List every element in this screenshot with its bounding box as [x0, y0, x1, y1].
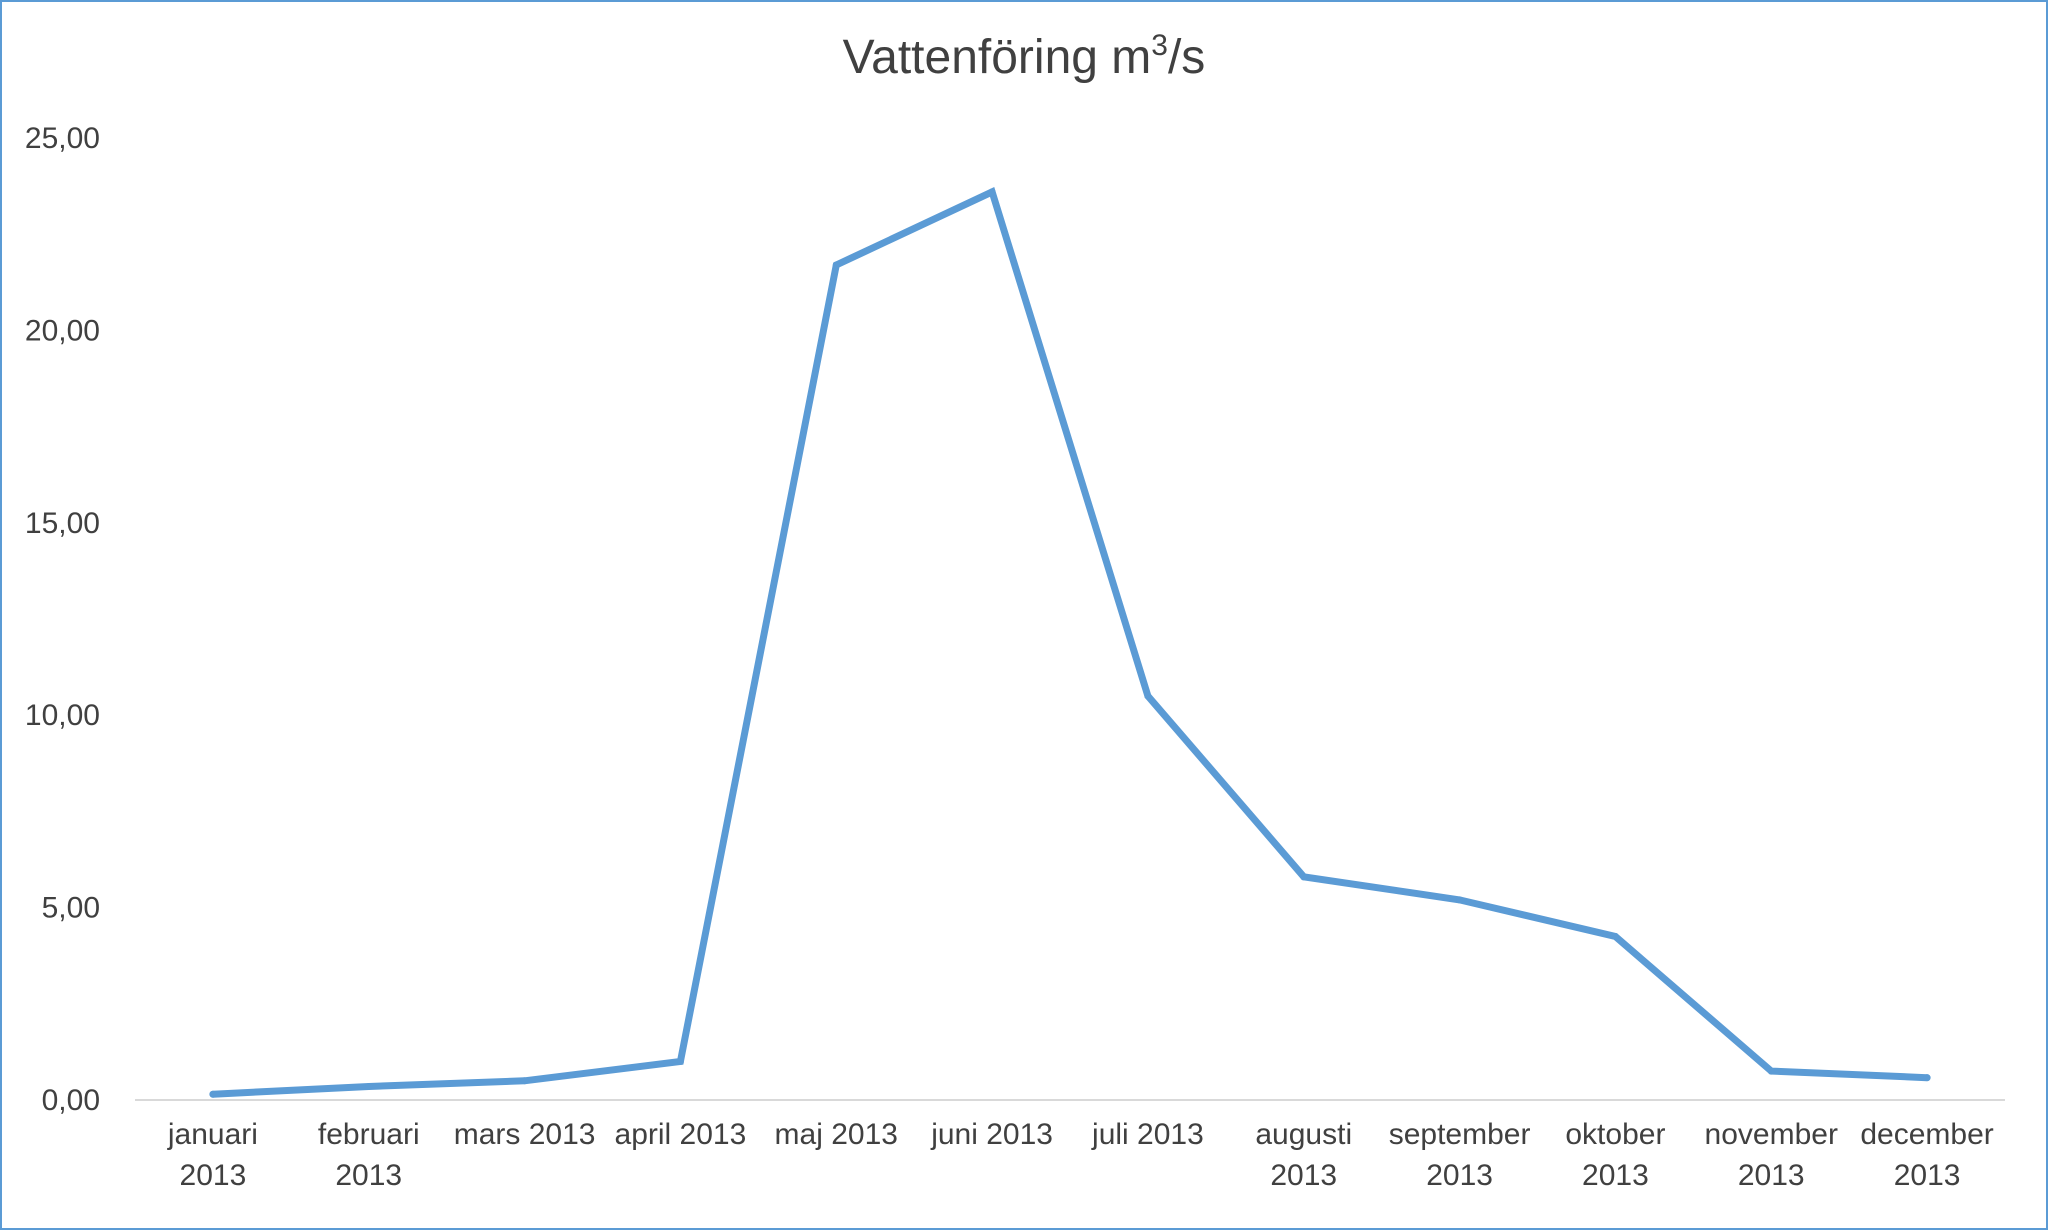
data-point [209, 1090, 217, 1098]
data-point [1144, 692, 1152, 700]
x-tick-label: december 2013 [1860, 1118, 1993, 1192]
data-point [1611, 932, 1619, 940]
x-tick-label: juni 2013 [930, 1118, 1053, 1151]
x-tick-label: maj 2013 [775, 1118, 898, 1151]
series-line [209, 187, 1931, 1098]
x-tick-label: februari 2013 [318, 1118, 420, 1192]
data-point [521, 1077, 529, 1085]
y-tick-label: 10,00 [25, 699, 100, 732]
data-point [832, 261, 840, 269]
x-tick-label: januari 2013 [167, 1118, 258, 1192]
x-tick-label: april 2013 [615, 1118, 747, 1151]
data-point [1923, 1074, 1931, 1082]
x-tick-label: mars 2013 [454, 1118, 596, 1151]
y-tick-label: 0,00 [42, 1084, 100, 1117]
data-point [365, 1083, 373, 1091]
y-tick-label: 25,00 [25, 122, 100, 155]
data-point [1456, 896, 1464, 904]
x-tick-label: november 2013 [1705, 1118, 1838, 1192]
chart-title: Vattenföring m3/s [842, 29, 1206, 85]
y-tick-label: 20,00 [25, 314, 100, 347]
data-point [988, 188, 996, 196]
x-tick-label: september 2013 [1389, 1118, 1531, 1192]
x-tick-label: oktober 2013 [1565, 1118, 1665, 1192]
y-tick-label: 15,00 [25, 507, 100, 540]
data-point [676, 1058, 684, 1066]
data-point [1300, 873, 1308, 881]
data-point [1767, 1067, 1775, 1075]
x-tick-label: augusti 2013 [1255, 1118, 1352, 1192]
x-tick-label: juli 2013 [1091, 1118, 1204, 1151]
y-tick-label: 5,00 [42, 892, 100, 925]
